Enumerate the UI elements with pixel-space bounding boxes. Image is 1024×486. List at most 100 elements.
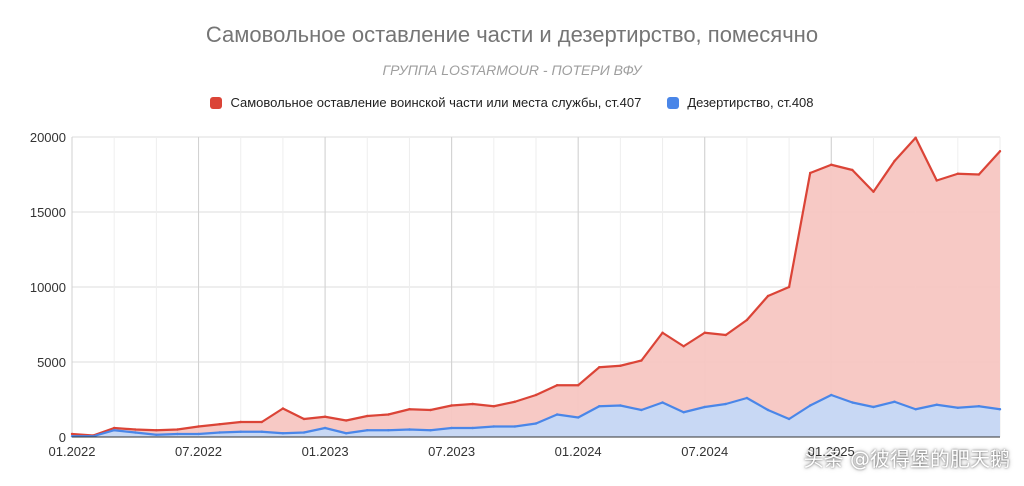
series-2-point xyxy=(619,404,622,407)
y-tick-label: 5000 xyxy=(37,355,66,370)
legend-label-series-2: Дезертирство, ст.408 xyxy=(687,95,814,110)
series-2-point xyxy=(703,405,706,409)
series-1-point xyxy=(218,423,221,426)
series-1-point xyxy=(745,318,749,322)
series-2-point xyxy=(977,405,981,408)
legend-swatch-series-1 xyxy=(210,96,223,109)
series-1-point xyxy=(893,159,896,163)
series-2-point xyxy=(302,431,306,434)
x-tick-label: 07.2022 xyxy=(175,444,222,459)
chart-legend: Самовольное оставление воинской части ил… xyxy=(0,95,1024,110)
series-2-point xyxy=(830,393,833,397)
series-2-point xyxy=(682,411,685,414)
series-1-point xyxy=(239,420,242,424)
series-1-point xyxy=(134,428,137,431)
series-1-point xyxy=(429,408,432,412)
series-1-point xyxy=(830,163,833,166)
series-2-point xyxy=(366,429,369,432)
series-1-point xyxy=(977,173,981,176)
x-tick-label: 07.2023 xyxy=(428,444,475,459)
legend-item-series-2: Дезертирство, ст.408 xyxy=(667,95,814,110)
series-1-point xyxy=(851,168,854,172)
series-2-point xyxy=(534,422,538,425)
series-1-point xyxy=(640,359,643,362)
series-1-point xyxy=(808,171,812,175)
series-2-point xyxy=(155,433,158,436)
watermark-text: 头条 @彼得堡的肥天鹅 xyxy=(803,447,1010,471)
series-1-point xyxy=(766,294,770,298)
series-2-point xyxy=(112,429,116,432)
series-1-point xyxy=(513,400,517,403)
series-2-point xyxy=(766,408,770,412)
series-2-point xyxy=(450,426,453,430)
series-2-area xyxy=(72,395,1000,437)
series-2-point xyxy=(387,429,390,432)
series-2-point xyxy=(344,432,348,435)
series-2-point xyxy=(808,404,812,407)
x-tick-label: 01.2022 xyxy=(49,444,96,459)
series-2-point xyxy=(935,403,938,406)
series-2-point xyxy=(239,430,242,433)
series-2-point xyxy=(218,431,221,434)
series-2-point xyxy=(134,431,137,434)
series-2-point xyxy=(851,401,854,404)
series-1-point xyxy=(682,345,685,348)
series-2-point xyxy=(513,425,517,428)
series-1-point xyxy=(492,405,496,408)
series-2-point xyxy=(408,428,411,431)
y-tick-label: 20000 xyxy=(30,130,66,145)
chart-title: Самовольное оставление части и дезертирс… xyxy=(205,22,819,47)
y-tick-label: 10000 xyxy=(30,280,66,295)
series-2-point xyxy=(872,405,875,409)
series-1-point xyxy=(661,331,664,334)
y-tick-label: 0 xyxy=(59,430,66,445)
series-2-point xyxy=(429,429,432,432)
legend-label-series-1: Самовольное оставление воинской части ил… xyxy=(230,95,642,110)
series-2-point xyxy=(998,408,1002,411)
series-1-point xyxy=(534,393,538,397)
series-2-point xyxy=(281,432,285,435)
series-2-point xyxy=(197,432,200,436)
series-1-point xyxy=(281,407,285,410)
series-2-point xyxy=(787,417,791,421)
series-2-point xyxy=(260,430,264,433)
series-1-point xyxy=(956,172,960,175)
series-1-point xyxy=(998,150,1002,153)
series-1-point xyxy=(176,428,179,431)
series-1-point xyxy=(787,285,791,289)
series-2-point xyxy=(555,413,559,416)
series-1-point xyxy=(112,426,116,430)
series-2-point xyxy=(956,406,960,409)
series-2-point xyxy=(576,416,580,419)
series-1-point xyxy=(70,432,74,436)
series-2-point xyxy=(640,408,643,412)
series-1-point xyxy=(408,408,411,411)
series-2-point xyxy=(471,426,474,430)
x-tick-label: 01.2024 xyxy=(555,444,602,459)
x-tick-label: 01.2025 xyxy=(808,444,855,459)
series-1-point xyxy=(619,364,622,367)
series-1-point xyxy=(598,366,601,369)
legend-item-series-1: Самовольное оставление воинской части ил… xyxy=(210,95,641,110)
y-tick-label: 15000 xyxy=(30,205,66,220)
series-2-point xyxy=(598,405,601,408)
series-1-point xyxy=(197,425,200,428)
series-1-point xyxy=(555,384,559,387)
series-2-point xyxy=(914,408,917,411)
series-2-point xyxy=(745,396,749,400)
series-1-point xyxy=(387,413,390,416)
series-1-point xyxy=(914,136,917,139)
series-1-point xyxy=(935,179,938,182)
chart-subtitle: ГРУППА LOSTARMOUR - ПОТЕРИ ВФУ xyxy=(382,62,642,78)
x-tick-label: 07.2024 xyxy=(681,444,728,459)
series-2-point xyxy=(724,402,728,406)
series-2-point xyxy=(661,401,664,404)
series-1-point xyxy=(155,429,158,432)
series-2-point xyxy=(492,425,496,428)
series-1-point xyxy=(724,333,728,337)
series-1-point xyxy=(260,420,264,424)
series-1-point xyxy=(703,331,706,334)
series-1-point xyxy=(344,419,348,422)
